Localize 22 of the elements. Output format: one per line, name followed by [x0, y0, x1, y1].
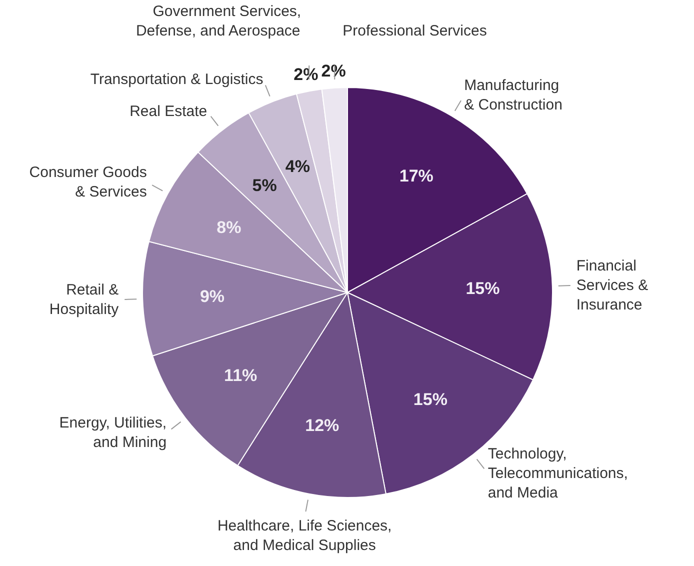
- data-label: 5%: [252, 176, 277, 196]
- slice-label: Financial Services & Insurance: [576, 257, 648, 314]
- data-label: 2%: [294, 64, 318, 84]
- data-label: 2%: [321, 61, 346, 80]
- slice-label: Consumer Goods & Services: [29, 164, 147, 200]
- data-label: 15%: [413, 390, 448, 409]
- data-label: 15%: [466, 278, 500, 298]
- data-label: 9%: [200, 287, 225, 306]
- data-label: 12%: [305, 416, 340, 435]
- slice-label: Real Estate: [130, 103, 208, 120]
- slice-label: Technology, Telecommunications, and Media: [488, 445, 628, 502]
- data-label: 8%: [216, 218, 242, 237]
- slice-label: Transportation & Logistics: [90, 71, 264, 88]
- data-label: 4%: [285, 157, 310, 176]
- slice-label: Professional Services: [342, 22, 487, 40]
- data-label: 17%: [399, 166, 434, 186]
- slice-label: Energy, Utilities, and Mining: [59, 414, 167, 452]
- slice-label: Government Services, Defense, and Aerospace: [136, 2, 302, 40]
- slice-label: Manufacturing & Construction: [464, 77, 562, 114]
- slice-label: Retail & Hospitality: [49, 281, 120, 318]
- slice-label: Healthcare, Life Sciences, and Medical Supplies: [217, 517, 392, 554]
- data-label: 11%: [224, 366, 258, 385]
